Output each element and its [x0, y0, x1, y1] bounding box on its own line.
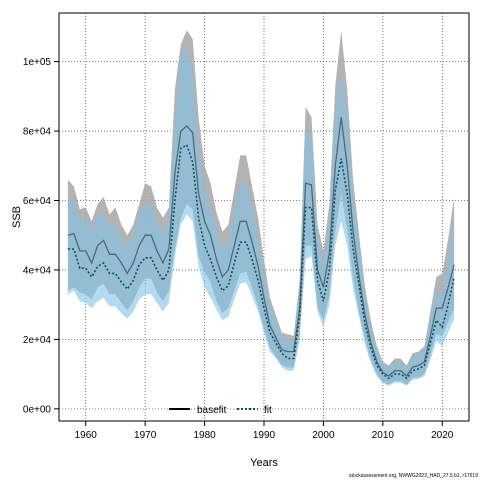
x-tick-label: 2020 [431, 430, 454, 441]
legend-basefit-label: basefit [197, 405, 227, 416]
x-tick-label: 1970 [134, 430, 157, 441]
basefit-confidence-band [67, 30, 455, 385]
basefit-line [67, 117, 455, 377]
grid-group [59, 13, 469, 421]
y-tick-label: 4e+04 [23, 265, 52, 276]
footer-note: stockassessment.org, NWWG2023_HAD_27.5.b… [349, 473, 478, 479]
legend: basefit fit [169, 405, 272, 416]
y-tick-label: 1e+05 [23, 57, 52, 68]
y-axis-title: SSB [11, 206, 23, 228]
x-tick-label: 1990 [253, 430, 276, 441]
fit-confidence-band [67, 47, 455, 386]
x-tick-label: 2010 [372, 430, 395, 441]
lines-group [67, 117, 455, 380]
y-tick-label: 6e+04 [23, 196, 52, 207]
x-tick-label: 2000 [312, 430, 335, 441]
y-tick-label: 0e+00 [23, 404, 52, 415]
y-axis: 0e+00 2e+04 4e+04 6e+04 8e+04 1e+05 [23, 57, 59, 415]
x-tick-label: 1980 [193, 430, 216, 441]
y-tick-label: 2e+04 [23, 335, 52, 346]
x-axis-title: Years [250, 457, 278, 469]
bands-group [67, 30, 455, 386]
legend-fit-label: fit [264, 405, 272, 416]
x-tick-label: 1960 [75, 430, 98, 441]
y-tick-label: 8e+04 [23, 127, 52, 138]
fit-line [67, 143, 455, 380]
x-axis: 1960 1970 1980 1990 2000 2010 2020 [75, 421, 454, 441]
